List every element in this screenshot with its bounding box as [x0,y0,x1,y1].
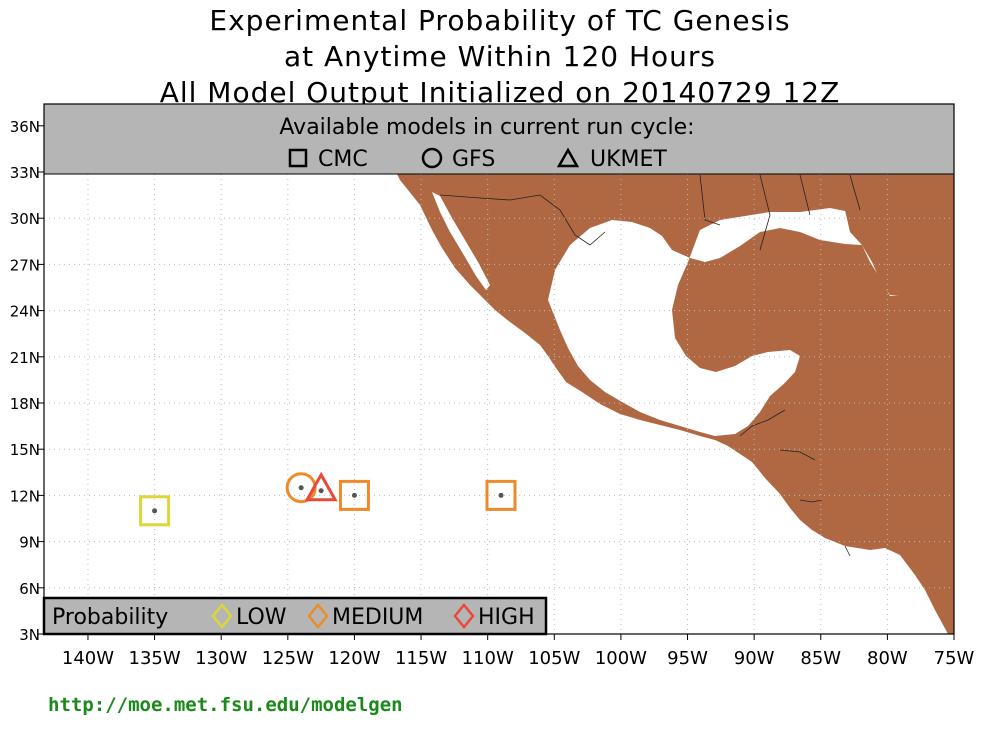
cmc-marker [139,495,171,527]
square-icon [288,148,308,168]
title-line-2: at Anytime Within 120 Hours [283,40,717,73]
lat-label: 12N [10,487,40,505]
lon-label: 90W [734,648,775,669]
latitude-labels: 3N 6N 9N 12N 15N 18N 21N 24N 27N 30N 33N 36N [10,118,44,644]
triangle-icon [556,147,580,168]
model-label-cmc: CMC [318,147,368,172]
title-line-1: Experimental Probability of TC Genesis [209,4,791,37]
lat-label: 21N [10,349,40,367]
lon-label: 80W [867,648,908,669]
circle-icon [421,147,443,169]
model-legend: CMC GFS UKMET [288,147,667,172]
models-header-box [43,103,955,175]
lon-label: 130W [195,648,247,669]
lon-label: 135W [129,648,181,669]
cmc-marker [485,479,517,511]
lat-label: 27N [10,256,40,274]
lat-label: 18N [10,395,40,413]
model-label-gfs: GFS [452,147,495,172]
lon-label: 105W [528,648,580,669]
genesis-markers [139,471,517,527]
ukmet-marker [304,471,338,502]
lat-label: 3N [19,626,40,644]
genesis-point [298,485,304,491]
genesis-point [152,508,158,514]
lat-label: 36N [10,118,40,136]
lon-label: 85W [800,648,841,669]
lat-label: 24N [10,303,40,321]
probability-legend: Probability LOW MEDIUM HIGH [42,596,548,636]
probability-low-label: LOW [236,605,287,630]
genesis-point [318,488,324,494]
lat-label: 15N [10,441,40,459]
lat-label: 30N [10,210,40,228]
genesis-point [351,492,357,498]
lon-label: 95W [667,648,708,669]
land-cuba [822,324,925,352]
lat-label: 6N [19,580,40,598]
lon-label: 120W [328,648,380,669]
probability-high-label: HIGH [478,605,535,630]
low-diamond-icon [211,603,233,629]
political-borders [439,174,861,557]
cmc-marker [338,479,370,511]
land-masses [395,170,954,634]
source-link[interactable]: http://moe.met.fsu.edu/modelgen [48,694,403,716]
land-florida [845,210,898,296]
lat-label: 33N [10,164,40,182]
lon-label: 125W [262,648,314,669]
lon-label: 140W [62,648,114,669]
lon-label: 115W [395,648,447,669]
high-diamond-icon [453,603,475,629]
land-south-america [900,512,954,634]
lon-label: 100W [595,648,647,669]
land-baja [420,190,476,288]
genesis-point [498,492,504,498]
lon-label: 110W [462,648,514,669]
land-hispaniola [940,350,954,366]
lat-label: 9N [19,534,40,552]
lon-label: 75W [934,648,975,669]
model-label-ukmet: UKMET [590,147,667,172]
probability-legend-title: Probability [52,605,168,630]
medium-diamond-icon [307,603,329,629]
longitude-labels: 140W 135W 130W 125W 120W 115W 110W 105W 100W 95W 9… [62,634,975,669]
models-header-text: Available models in current run cycle: [279,115,694,140]
probability-medium-label: MEDIUM [332,605,423,630]
title-line-3: All Model Output Initialized on 20140729… [159,76,841,109]
